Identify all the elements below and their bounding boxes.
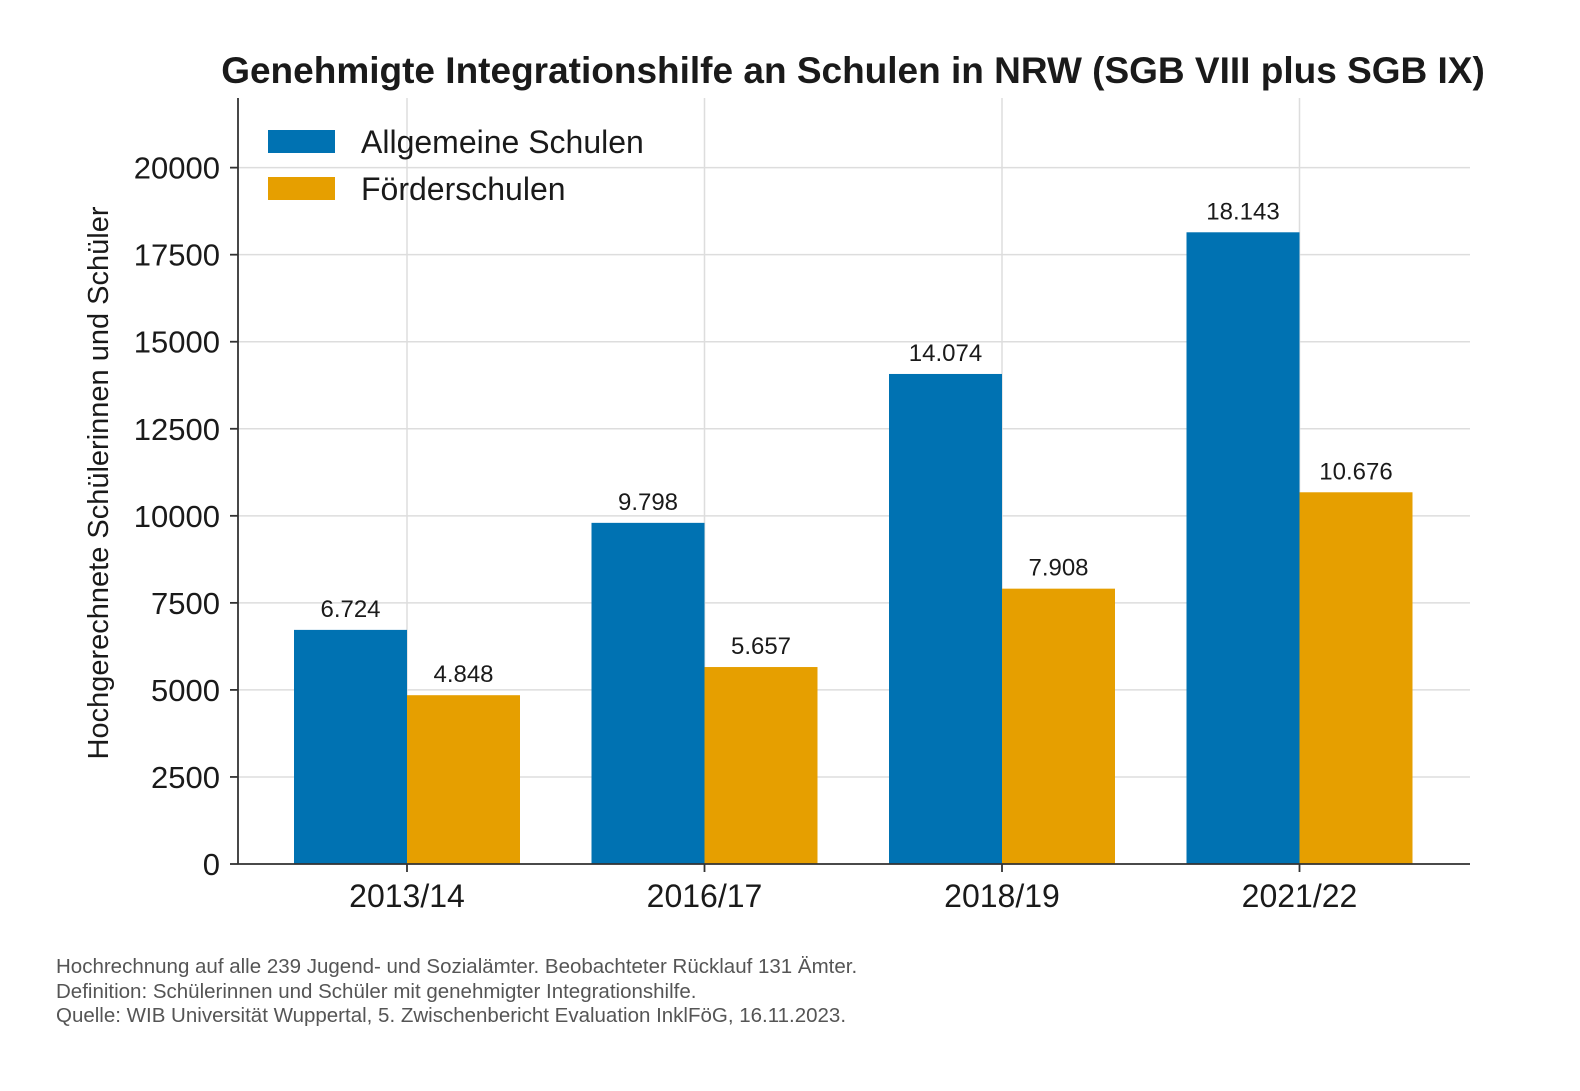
bar <box>294 629 407 864</box>
legend: Allgemeine Schulen Förderschulen <box>268 124 644 207</box>
legend-label: Allgemeine Schulen <box>361 124 644 160</box>
y-tick-labels: 0 2500 5000 7500 10000 12500 15000 17500 20000 <box>134 151 220 882</box>
chart-title: Genehmigte Integrationshilfe an Schulen … <box>221 50 1485 91</box>
y-tick-label: 5000 <box>151 673 220 708</box>
x-tick-labels: 2013/14 2016/17 2018/19 2021/22 <box>349 878 1357 914</box>
bar <box>407 695 520 864</box>
y-tick-label: 10000 <box>134 499 220 534</box>
y-tick-label: 0 <box>203 847 220 882</box>
data-label: 18.143 <box>1206 198 1279 225</box>
footnote-projection: Hochrechnung auf alle 239 Jugend- und So… <box>56 955 858 978</box>
data-label: 4.848 <box>433 661 493 688</box>
bar <box>1299 492 1413 864</box>
bar <box>1002 588 1115 864</box>
y-tick-label: 17500 <box>134 238 220 273</box>
footnote-definition: Definition: Schülerinnen und Schüler mit… <box>56 979 697 1003</box>
footnotes: Hochrechnung auf alle 239 Jugend- und So… <box>56 955 857 1029</box>
footnote-source: Quelle: WIB Universität Wuppertal, 5. Zw… <box>56 1004 847 1027</box>
data-labels: 6.724 9.798 14.074 18.143 4.848 5.657 7.908 10.… <box>320 198 1392 688</box>
axes <box>230 98 1470 872</box>
data-label: 14.074 <box>909 340 982 367</box>
x-tick-label: 2013/14 <box>349 878 465 914</box>
y-tick-label: 2500 <box>151 760 220 795</box>
data-label: 10.676 <box>1319 458 1392 485</box>
x-tick-label: 2018/19 <box>944 878 1060 914</box>
y-tick-label: 12500 <box>134 412 220 447</box>
data-label: 6.724 <box>320 596 380 623</box>
bar <box>591 522 705 864</box>
bar <box>889 373 1002 864</box>
data-label: 9.798 <box>618 489 678 516</box>
legend-label: Förderschulen <box>361 171 566 207</box>
bar <box>704 667 818 864</box>
bar <box>1186 232 1300 865</box>
y-tick-label: 15000 <box>134 325 220 360</box>
y-tick-label: 7500 <box>151 586 220 621</box>
data-label: 7.908 <box>1028 555 1088 582</box>
legend-swatch <box>268 130 335 153</box>
bars <box>294 232 1413 865</box>
y-axis-label: Hochgerechnete Schülerinnen und Schüler <box>83 206 115 759</box>
y-tick-label: 20000 <box>134 151 220 186</box>
x-tick-label: 2016/17 <box>647 878 763 914</box>
legend-swatch <box>268 177 335 200</box>
x-tick-label: 2021/22 <box>1242 878 1358 914</box>
data-label: 5.657 <box>731 633 791 660</box>
